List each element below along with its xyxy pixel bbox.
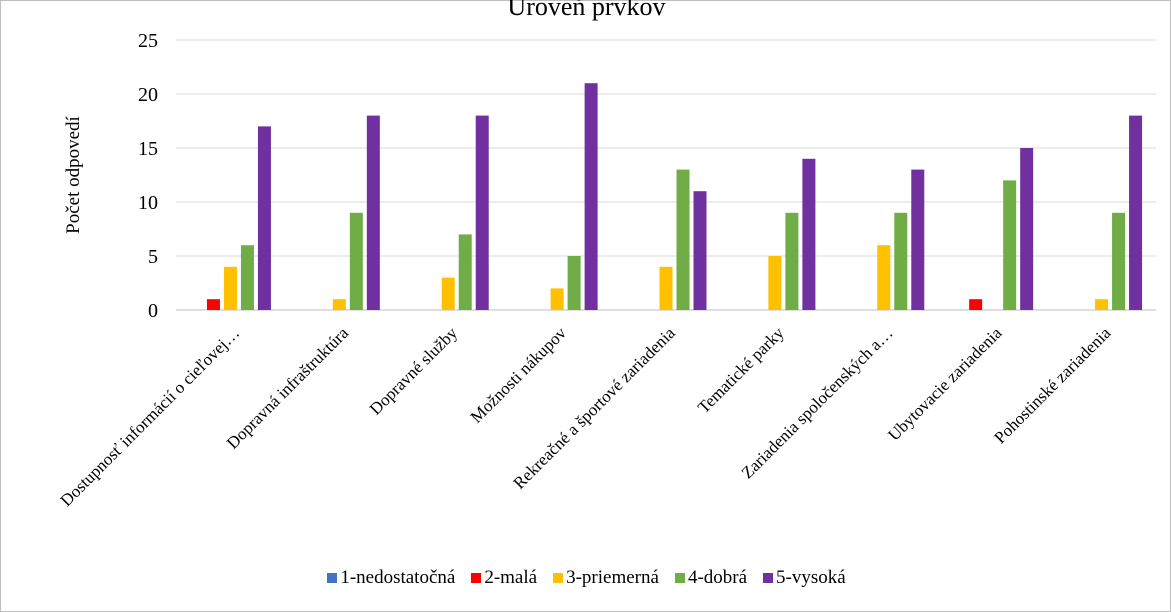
legend-label: 4-dobrá xyxy=(687,567,748,588)
y-tick-label: 0 xyxy=(148,300,158,322)
bar-3-priemerná xyxy=(223,266,237,310)
y-tick-label: 15 xyxy=(138,138,158,160)
legend-item: 4-dobrá xyxy=(674,567,748,589)
bar-3-priemerná xyxy=(1095,299,1109,310)
bar-5-vysoká xyxy=(257,126,271,311)
legend-item: 1-nedostatočná xyxy=(327,567,455,589)
legend-swatch xyxy=(327,573,338,583)
x-category-label: Pohostinské zariadenia xyxy=(990,323,1114,447)
x-category-label: Tematické parky xyxy=(694,323,788,417)
x-category-label: Ubytovacie zariadenia xyxy=(884,323,1006,445)
bar-4-dobrá xyxy=(567,256,581,310)
bar-2-malá xyxy=(206,299,220,310)
legend-swatch xyxy=(471,573,482,583)
bar-4-dobrá xyxy=(894,212,908,310)
bar-3-priemerná xyxy=(441,277,455,310)
chart-title: Úroveň prvkov xyxy=(507,0,666,21)
x-category-label: Dostupnosť informácií o cieľovej… xyxy=(57,323,244,510)
bar-5-vysoká xyxy=(911,169,925,310)
legend-swatch xyxy=(674,573,685,583)
legend-label: 3-priemerná xyxy=(566,567,659,588)
bar-5-vysoká xyxy=(802,158,816,310)
legend-item: 2-malá xyxy=(471,567,537,589)
y-tick-label: 25 xyxy=(138,30,158,52)
bar-4-dobrá xyxy=(785,212,799,310)
bar-5-vysoká xyxy=(366,115,380,310)
bar-3-priemerná xyxy=(877,245,891,310)
bar-3-priemerná xyxy=(332,299,346,310)
bar-4-dobrá xyxy=(349,212,363,310)
legend-swatch xyxy=(553,573,564,583)
y-tick-label: 20 xyxy=(138,84,158,106)
bar-2-malá xyxy=(969,299,983,310)
y-tick-label: 5 xyxy=(148,246,158,268)
x-category-label: Dopravná infraštruktúra xyxy=(223,323,353,453)
bar-5-vysoká xyxy=(693,191,707,310)
legend-label: 2-malá xyxy=(484,567,538,588)
bar-4-dobrá xyxy=(458,234,472,310)
bar-5-vysoká xyxy=(1129,115,1143,310)
bar-5-vysoká xyxy=(475,115,489,310)
legend-label: 1-nedostatočná xyxy=(340,567,456,588)
x-category-label: Dopravné služby xyxy=(366,323,462,419)
chart-legend: 1-nedostatočná 2-malá 3-priemerná 4-dobrá 5-… xyxy=(1,567,1171,589)
bar-3-priemerná xyxy=(768,256,782,310)
bar-4-dobrá xyxy=(1003,180,1017,310)
y-axis-title: Počet odpovedí xyxy=(63,115,84,233)
bar-5-vysoká xyxy=(1020,148,1034,310)
y-tick-label: 10 xyxy=(138,192,158,214)
legend-label: 5-vysoká xyxy=(776,567,846,588)
bar-4-dobrá xyxy=(676,169,690,310)
bar-5-vysoká xyxy=(584,83,598,310)
bar-3-priemerná xyxy=(659,266,673,310)
bar-4-dobrá xyxy=(240,245,254,310)
bar-4-dobrá xyxy=(1112,212,1126,310)
legend-swatch xyxy=(763,573,774,583)
legend-item: 3-priemerná xyxy=(553,567,659,589)
bar-3-priemerná xyxy=(550,288,564,310)
x-category-label: Možnosti nákupov xyxy=(467,323,571,427)
legend-item: 5-vysoká xyxy=(763,567,846,589)
